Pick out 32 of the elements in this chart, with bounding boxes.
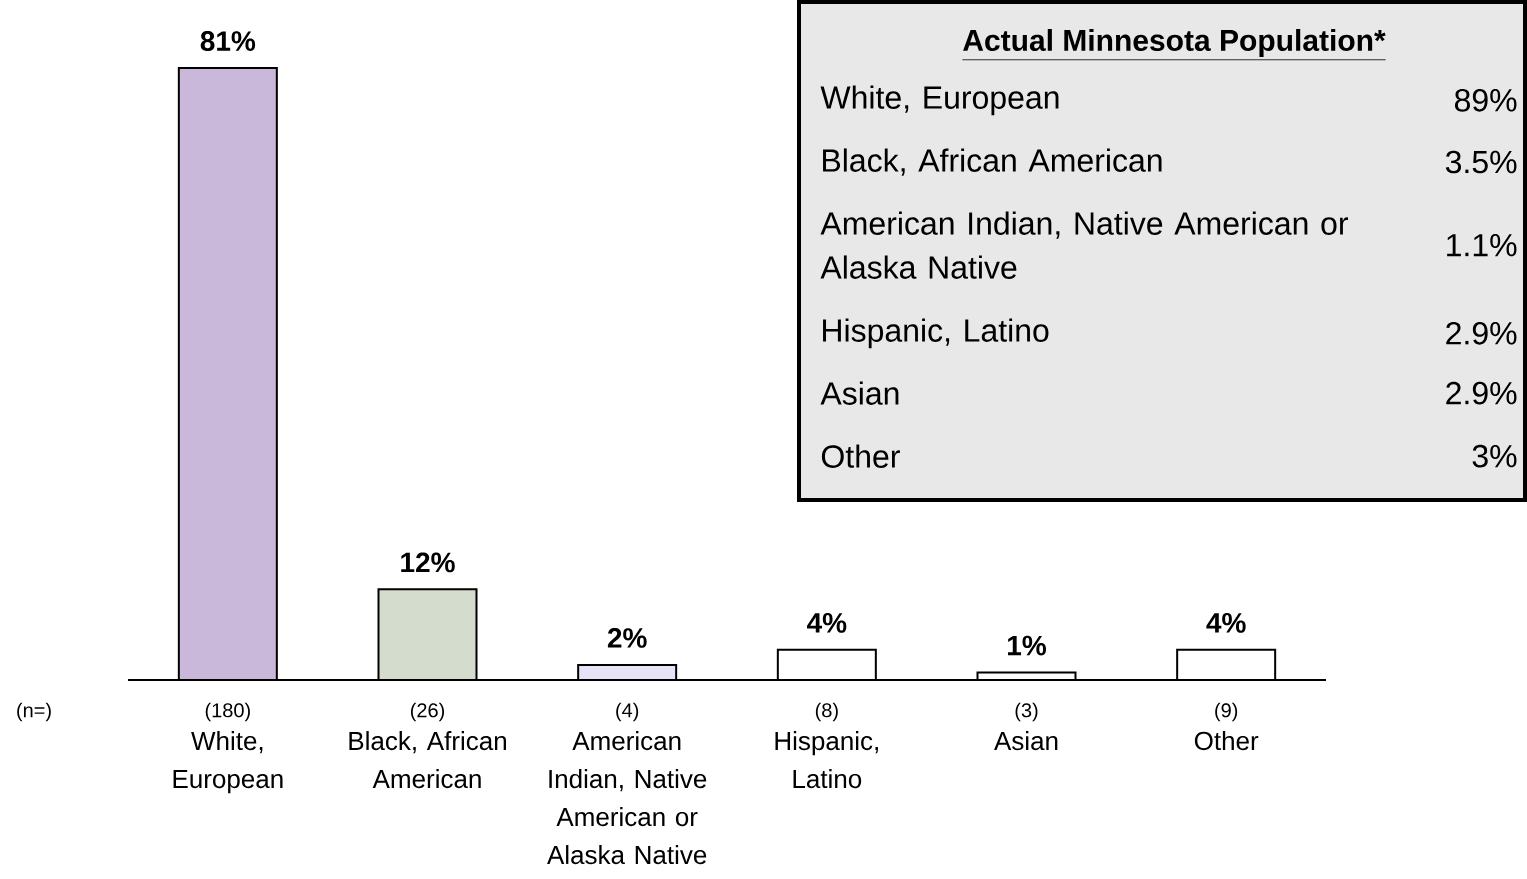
- text: (26): [410, 702, 445, 722]
- text: Actual Minnesota Population*: [963, 29, 1386, 57]
- x-tick-label: Asian: [994, 731, 1058, 751]
- text: (180): [205, 702, 250, 722]
- text: (9): [1215, 702, 1238, 722]
- annotation: American Indian, Native American or Alaska Native: [820, 211, 1349, 279]
- text: (4): [616, 702, 639, 722]
- text: 3.5%: [1445, 150, 1517, 174]
- text: 89%: [1454, 88, 1517, 112]
- x-tick-label: American Indian, Native American or Alaska Native: [547, 731, 707, 865]
- data-label: 12%: [401, 552, 455, 573]
- text: 2.9%: [1446, 321, 1517, 345]
- text: (8): [815, 702, 838, 722]
- annotation: Asian: [820, 381, 899, 405]
- text: 2.9%: [1446, 381, 1517, 405]
- x-tick-label: White, European: [173, 731, 283, 794]
- x-tick-label: Other: [1194, 731, 1259, 751]
- text: 1.1%: [1447, 233, 1517, 257]
- annotation: Other: [821, 444, 900, 468]
- data-label: 4%: [807, 613, 847, 633]
- data-label: 2%: [607, 628, 647, 648]
- text: (3): [1015, 702, 1038, 722]
- data-label: 81%: [200, 31, 256, 51]
- x-tick-label: Black, African American: [349, 731, 506, 789]
- text: 3%: [1472, 444, 1517, 468]
- annotation: Hispanic, Latino: [823, 318, 1049, 349]
- text: (n=): [17, 702, 51, 722]
- annotation: White, European: [820, 85, 1059, 116]
- data-label: 4%: [1206, 613, 1246, 633]
- data-label: 1%: [1008, 635, 1046, 656]
- annotation: Black, African American: [823, 148, 1162, 176]
- x-tick-label: Hispanic, Latino: [775, 731, 878, 789]
